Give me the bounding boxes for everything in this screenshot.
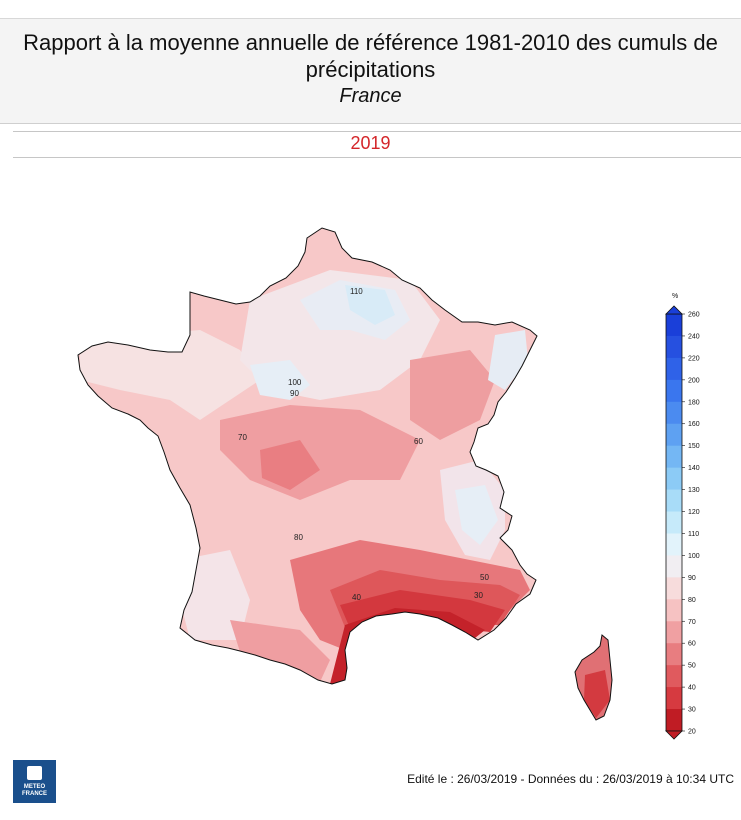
scale-arrow-up (665, 305, 683, 315)
page-title: Rapport à la moyenne annuelle de référen… (23, 30, 718, 55)
zone-110-north (345, 285, 395, 325)
contour-label-40: 40 (352, 593, 361, 602)
scale-band-220 (666, 357, 682, 381)
year-label: 2019 (350, 133, 391, 153)
scale-band-150 (666, 445, 682, 469)
page-title-continuation: précipitations (305, 57, 436, 82)
scale-band-50 (666, 665, 682, 688)
scale-band-140 (666, 467, 682, 491)
zone-100-alsace (488, 330, 528, 390)
scale-tick-label-110: 110 (688, 531, 699, 538)
scale-tick-label-220: 220 (688, 355, 700, 362)
contour-label-50: 50 (480, 573, 489, 582)
logo-text-line2: FRANCE (22, 791, 47, 797)
contour-label-100: 100 (288, 378, 302, 387)
scale-band-240 (666, 335, 682, 359)
zone-70-pyrenees (230, 620, 330, 682)
contour-label-110: 110 (350, 287, 363, 296)
scale-band-40 (666, 687, 682, 710)
region-label: France (339, 85, 402, 107)
scale-band-100 (666, 555, 682, 578)
scale-arrow-down (665, 730, 683, 740)
scale-band-180 (666, 401, 682, 425)
corsica (574, 634, 613, 721)
scale-band-130 (666, 489, 682, 513)
scale-tick-label-240: 240 (688, 333, 700, 340)
title-band: Rapport à la moyenne annuelle de référen… (0, 18, 741, 124)
logo-text-line1: METEO (23, 784, 46, 790)
scale-band-90 (666, 577, 682, 600)
scale-tick-label-20: 20 (688, 729, 696, 736)
scale-tick-label-70: 70 (688, 619, 696, 626)
zone-100-center (250, 360, 310, 400)
scale-tick-label-30: 30 (688, 707, 696, 714)
divider-top (13, 131, 741, 132)
meteo-france-logo: METEO FRANCE (13, 760, 56, 803)
scale-tick-label-60: 60 (688, 641, 696, 648)
edition-info: Edité le : 26/03/2019 - Données du : 26/… (407, 772, 734, 786)
zone-100-alps (455, 485, 498, 545)
zone-70-northeast (410, 350, 495, 440)
scale-band-160 (666, 423, 682, 447)
scale-band-260 (666, 314, 682, 337)
logo-emblem-icon (27, 766, 42, 780)
scale-band-60 (666, 643, 682, 666)
color-scale: % 260 240 220 200 180 160 150 140 130 120 110 100 90… (665, 293, 700, 740)
contour-label-30: 30 (474, 591, 483, 600)
divider-bottom (13, 157, 741, 158)
scale-band-80 (666, 599, 682, 622)
scale-band-70 (666, 621, 682, 644)
zone-90-southwest (180, 550, 250, 640)
scale-band-30 (666, 709, 682, 732)
precipitation-map: 110 100 90 80 70 60 50 40 30 % 260 240 220… (77, 227, 700, 740)
scale-tick-label-90: 90 (688, 575, 696, 582)
scale-tick-label-120: 120 (688, 509, 700, 516)
scale-tick-label-260: 260 (688, 312, 700, 319)
scale-band-110 (666, 533, 682, 556)
scale-band-200 (666, 379, 682, 403)
zone-90-west (80, 330, 260, 420)
scale-tick-label-50: 50 (688, 663, 696, 670)
scale-tick-label-180: 180 (688, 399, 700, 406)
contour-label-60: 60 (414, 437, 423, 446)
contour-label-70: 70 (238, 433, 247, 442)
zone-60-center (260, 440, 320, 490)
scale-tick-label-140: 140 (688, 465, 700, 472)
contour-label-80: 80 (294, 533, 303, 542)
contour-label-90: 90 (290, 389, 299, 398)
scale-unit: % (672, 293, 678, 300)
scale-band-120 (666, 511, 682, 534)
contour-labels: 110 100 90 80 70 60 50 40 30 (238, 287, 489, 602)
scale-tick-label-80: 80 (688, 597, 696, 604)
scale-tick-label-200: 200 (688, 377, 700, 384)
scale-tick-label-40: 40 (688, 685, 696, 692)
france-mainland (77, 227, 538, 685)
scale-tick-label-150: 150 (688, 443, 700, 450)
scale-tick-label-100: 100 (688, 553, 700, 560)
scale-tick-label-130: 130 (688, 487, 700, 494)
scale-tick-label-160: 160 (688, 421, 700, 428)
